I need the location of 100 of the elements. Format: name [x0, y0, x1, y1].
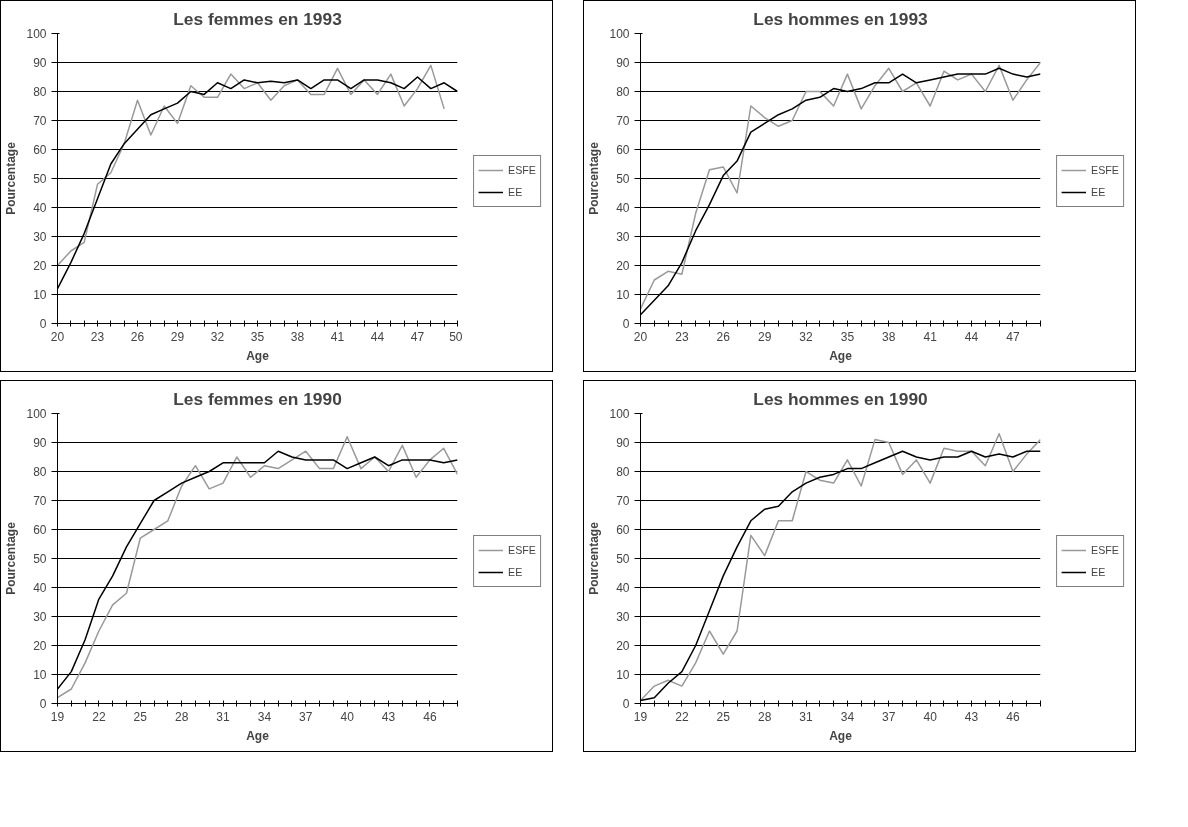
y-tick-label: 30 — [33, 230, 47, 244]
x-tick-label: 23 — [90, 329, 105, 344]
chart-title: Les femmes en 1993 — [173, 8, 343, 29]
y-tick-label: 60 — [33, 143, 47, 157]
legend-label: EE — [508, 186, 524, 198]
y-tick-label: 0 — [39, 317, 47, 331]
x-tick-label: 37 — [299, 709, 313, 724]
y-tick-label: 10 — [616, 288, 630, 302]
x-tick-label: 20 — [50, 329, 65, 344]
x-tick-label: 29 — [757, 329, 772, 344]
x-tick-label: 34 — [840, 709, 855, 724]
x-tick-label: 43 — [381, 709, 396, 724]
x-axis-title: Age — [246, 348, 270, 363]
legend-label: EE — [1091, 186, 1107, 198]
legend-label: EE — [1091, 566, 1107, 578]
x-tick-label: 23 — [675, 329, 689, 344]
x-tick-label: 41 — [923, 329, 938, 344]
y-tick-label: 60 — [616, 143, 630, 157]
x-tick-label: 47 — [410, 329, 425, 344]
y-tick-label: 90 — [33, 56, 47, 70]
x-tick-label: 40 — [923, 709, 938, 724]
y-tick-label: 50 — [33, 172, 47, 186]
x-tick-label: 25 — [716, 709, 731, 724]
y-tick-label: 10 — [33, 668, 47, 682]
legend-label: ESFE — [508, 544, 536, 556]
y-axis-title: Pourcentage — [587, 141, 602, 215]
x-tick-label: 46 — [423, 709, 437, 724]
y-tick-label: 30 — [33, 610, 47, 624]
y-tick-label: 60 — [616, 523, 630, 537]
y-tick-label: 90 — [616, 56, 630, 70]
x-tick-label: 31 — [216, 709, 231, 724]
y-tick-label: 90 — [616, 436, 630, 450]
y-axis-title: Pourcentage — [587, 521, 602, 595]
y-tick-label: 20 — [33, 259, 47, 273]
y-axis-title: Pourcentage — [4, 521, 19, 595]
legend-label: ESFE — [1091, 544, 1119, 556]
x-tick-label: 19 — [50, 709, 65, 724]
y-tick-label: 100 — [26, 27, 47, 41]
y-tick-label: 40 — [616, 581, 630, 595]
y-tick-label: 70 — [616, 114, 630, 128]
y-tick-label: 50 — [616, 172, 630, 186]
x-tick-label: 34 — [257, 709, 272, 724]
x-tick-label: 37 — [882, 709, 896, 724]
y-tick-label: 60 — [33, 523, 47, 537]
y-tick-label: 30 — [616, 610, 630, 624]
x-tick-label: 26 — [716, 329, 731, 344]
x-tick-label: 32 — [210, 329, 225, 344]
x-tick-label: 41 — [330, 329, 345, 344]
y-tick-label: 50 — [33, 552, 47, 566]
x-tick-label: 38 — [882, 329, 896, 344]
x-tick-label: 35 — [840, 329, 855, 344]
y-tick-label: 100 — [26, 407, 47, 421]
y-tick-label: 0 — [622, 697, 630, 711]
y-tick-label: 80 — [33, 85, 47, 99]
x-tick-label: 44 — [370, 329, 385, 344]
x-tick-label: 43 — [964, 709, 979, 724]
y-tick-label: 0 — [622, 317, 630, 331]
x-tick-label: 19 — [633, 709, 648, 724]
y-axis-title: Pourcentage — [4, 141, 19, 215]
y-tick-label: 10 — [33, 288, 47, 302]
y-tick-label: 30 — [616, 230, 630, 244]
y-tick-label: 70 — [616, 494, 630, 508]
x-tick-label: 31 — [799, 709, 814, 724]
y-tick-label: 80 — [616, 465, 630, 479]
y-tick-label: 80 — [616, 85, 630, 99]
x-axis-title: Age — [829, 348, 853, 363]
x-tick-label: 50 — [449, 329, 463, 344]
legend-label: ESFE — [508, 164, 536, 176]
x-tick-label: 25 — [133, 709, 148, 724]
y-tick-label: 20 — [616, 639, 630, 653]
line-series — [57, 64, 445, 267]
y-tick-label: 40 — [616, 201, 630, 215]
y-tick-label: 0 — [39, 697, 47, 711]
y-tick-label: 100 — [609, 27, 630, 41]
x-tick-label: 22 — [675, 709, 689, 724]
y-tick-label: 100 — [609, 407, 630, 421]
legend-label: EE — [508, 566, 524, 578]
x-tick-label: 29 — [170, 329, 185, 344]
x-tick-label: 28 — [757, 709, 772, 724]
y-tick-label: 70 — [33, 114, 47, 128]
y-tick-label: 90 — [33, 436, 47, 450]
y-tick-label: 80 — [33, 465, 47, 479]
x-tick-label: 38 — [290, 329, 305, 344]
x-tick-label: 22 — [92, 709, 106, 724]
x-tick-label: 35 — [250, 329, 265, 344]
chart-title: Les hommes en 1993 — [753, 8, 929, 29]
chart-title: Les hommes en 1990 — [753, 388, 928, 409]
x-axis-title: Age — [829, 728, 853, 743]
x-tick-label: 26 — [130, 329, 145, 344]
x-axis-title: Age — [246, 728, 270, 743]
y-tick-label: 40 — [33, 581, 47, 595]
legend-label: ESFE — [1091, 164, 1119, 176]
x-tick-label: 20 — [633, 329, 648, 344]
y-tick-label: 20 — [616, 259, 630, 273]
y-tick-label: 50 — [616, 552, 630, 566]
chart-title: Les femmes en 1990 — [173, 388, 342, 409]
x-tick-label: 44 — [964, 329, 979, 344]
y-tick-label: 40 — [33, 201, 47, 215]
x-tick-label: 28 — [174, 709, 189, 724]
x-tick-label: 40 — [340, 709, 355, 724]
